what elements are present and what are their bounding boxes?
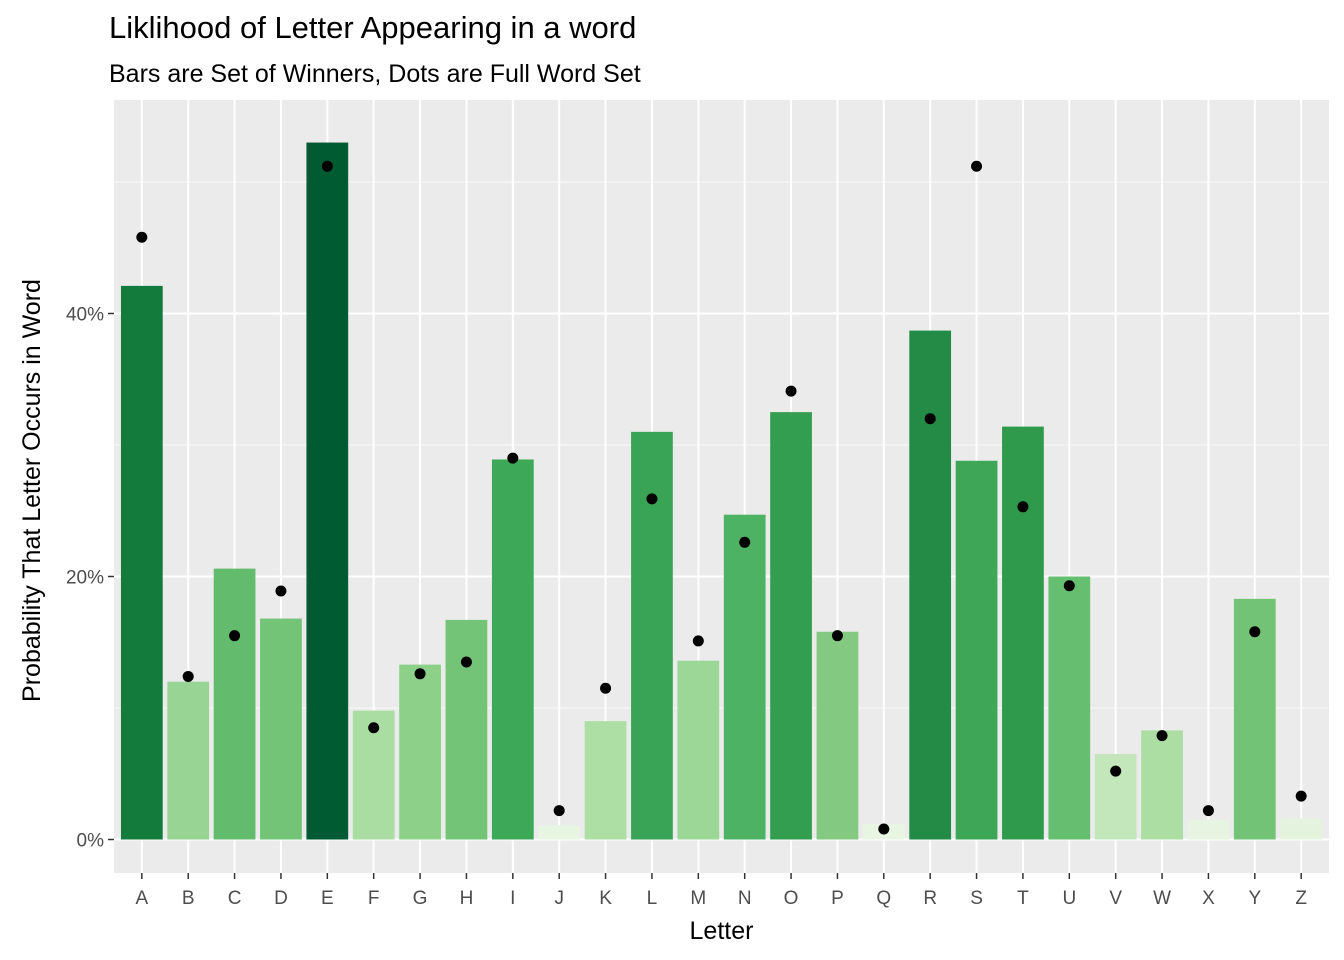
dot-v (1110, 765, 1122, 777)
y-axis-title: Probability That Letter Occurs in Word (18, 279, 46, 702)
x-tick-label: L (647, 888, 658, 909)
dot-k (600, 682, 612, 694)
dot-j (553, 805, 565, 817)
dot-o (785, 385, 797, 397)
dot-s (971, 160, 983, 172)
dot-q (878, 823, 890, 835)
y-axis: 0% 20% 40% (66, 305, 114, 852)
dot-b (182, 670, 194, 682)
x-tick-label: I (510, 888, 515, 909)
y-tick-label: 40% (66, 305, 104, 326)
bar-s (955, 460, 998, 840)
bar-p (816, 631, 859, 840)
bar-o (770, 412, 812, 840)
x-tick-label: D (274, 888, 288, 909)
dot-t (1017, 501, 1029, 513)
dot-p (831, 630, 843, 642)
bar-j (538, 825, 581, 840)
chart-title: Liklihood of Letter Appearing in a word (109, 10, 637, 45)
bar-n (723, 514, 766, 840)
bar-t (1002, 426, 1044, 840)
x-tick-label: W (1153, 888, 1171, 909)
dot-a (136, 231, 148, 243)
dot-l (646, 493, 658, 505)
bar-h (445, 619, 488, 840)
x-tick-label: B (182, 888, 195, 909)
x-tick-label: T (1017, 888, 1029, 909)
x-tick-label: H (460, 888, 474, 909)
dot-n (739, 536, 751, 548)
x-tick-label: K (599, 888, 612, 909)
x-tick-label: U (1062, 888, 1076, 909)
dot-e (321, 160, 333, 172)
x-tick-label: A (135, 888, 148, 909)
bar-g (399, 664, 441, 840)
x-tick-label: X (1202, 888, 1215, 909)
x-tick-label: S (970, 888, 983, 909)
y-tick-label: 0% (77, 831, 105, 852)
bar-m (677, 660, 720, 840)
x-tick-label: Y (1248, 888, 1261, 909)
dot-m (692, 635, 704, 647)
bar-k (584, 721, 627, 840)
bar-series (120, 142, 1323, 840)
bar-a (120, 285, 163, 840)
bar-i (491, 459, 534, 840)
x-axis-title: Letter (690, 917, 754, 945)
dot-g (414, 668, 426, 680)
dot-x (1202, 805, 1214, 817)
x-tick-label: P (831, 888, 844, 909)
bar-d (260, 618, 302, 840)
bar-e (306, 142, 349, 840)
x-tick-label: R (923, 888, 937, 909)
bar-z (1280, 818, 1323, 840)
x-tick-label: V (1109, 888, 1122, 909)
bar-y (1233, 598, 1276, 840)
dot-c (229, 630, 241, 642)
dot-r (924, 413, 936, 425)
bar-b (167, 681, 210, 840)
x-tick-label: O (784, 888, 799, 909)
x-tick-label: J (554, 888, 564, 909)
x-axis: A B C D E F G H I J K L M N O P Q R S T U V W X Y Z (135, 873, 1307, 909)
x-tick-label: E (321, 888, 334, 909)
x-tick-label: N (738, 888, 752, 909)
y-tick-label: 20% (66, 568, 104, 589)
bar-c (213, 568, 256, 840)
x-tick-label: C (228, 888, 242, 909)
x-tick-label: G (413, 888, 428, 909)
bar-r (909, 330, 952, 840)
dot-f (368, 722, 380, 734)
x-tick-label: Q (876, 888, 891, 909)
dot-h (460, 656, 472, 668)
dot-u (1063, 580, 1075, 592)
bar-u (1048, 576, 1091, 840)
dot-d (275, 585, 287, 597)
x-tick-label: M (690, 888, 706, 909)
bar-x (1187, 819, 1230, 840)
x-tick-label: F (368, 888, 380, 909)
bar-w (1141, 730, 1183, 840)
x-tick-label: Z (1295, 888, 1307, 909)
dot-z (1295, 790, 1307, 802)
dot-y (1249, 626, 1261, 638)
chart-subtitle: Bars are Set of Winners, Dots are Full W… (109, 60, 641, 88)
dot-series (136, 160, 1307, 835)
bar-l (631, 431, 673, 840)
dot-w (1156, 730, 1168, 742)
dot-i (507, 452, 519, 464)
